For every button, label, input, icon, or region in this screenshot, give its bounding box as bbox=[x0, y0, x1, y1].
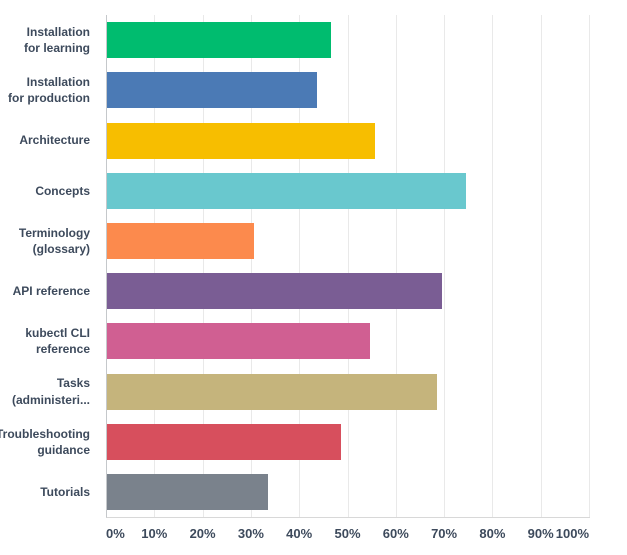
x-tick-label-60: 60% bbox=[382, 526, 409, 541]
x-tick-label-90: 90% bbox=[527, 526, 554, 541]
bar-terminology-glossary bbox=[107, 222, 254, 259]
plot-area bbox=[106, 15, 590, 518]
bar-row bbox=[107, 417, 590, 467]
gridline-50% bbox=[347, 15, 349, 517]
bar-architecture bbox=[107, 122, 376, 159]
x-tick-label-40: 40% bbox=[286, 526, 313, 541]
bar-concepts bbox=[107, 172, 466, 209]
gridline-20% bbox=[202, 15, 204, 517]
bar-row bbox=[107, 65, 590, 115]
gridline-40% bbox=[299, 15, 301, 517]
category-label-api-reference: API reference bbox=[12, 284, 90, 299]
bar-row bbox=[107, 15, 590, 65]
category-label-kubectl-cli-reference: kubectl CLI reference bbox=[25, 326, 90, 357]
bar-installation-for-learning bbox=[107, 22, 332, 59]
category-label-installation-for-learning: Installation for learning bbox=[23, 24, 90, 56]
bar-row bbox=[107, 467, 590, 517]
bar-tasks-administeri bbox=[107, 373, 437, 410]
gridline-70% bbox=[444, 15, 446, 517]
bar-row bbox=[107, 115, 590, 165]
category-label-installation-for-production: Installation for production bbox=[8, 75, 90, 106]
bar-tutorials bbox=[107, 473, 268, 510]
bar-row bbox=[107, 366, 590, 416]
x-tick-label-30: 30% bbox=[237, 526, 264, 541]
gridline-60% bbox=[395, 15, 397, 517]
bar-row bbox=[107, 316, 590, 366]
bar-installation-for-production bbox=[107, 72, 318, 109]
bar-row bbox=[107, 216, 590, 266]
bar-api-reference bbox=[107, 273, 443, 310]
category-label-troubleshooting-guidance: Troubleshooting guidance bbox=[0, 426, 90, 457]
gridline-100% bbox=[589, 15, 590, 517]
gridline-10% bbox=[154, 15, 156, 517]
x-tick-label-50: 50% bbox=[334, 526, 361, 541]
gridline-90% bbox=[540, 15, 542, 517]
x-tick-label-100: 100% bbox=[555, 526, 589, 541]
bar-row bbox=[107, 266, 590, 316]
x-tick-label-80: 80% bbox=[479, 526, 506, 541]
category-label-terminology-glossary: Terminology (glossary) bbox=[18, 225, 90, 256]
x-tick-label-10: 10% bbox=[141, 526, 168, 541]
gridline-80% bbox=[492, 15, 494, 517]
category-label-concepts: Concepts bbox=[35, 183, 90, 198]
category-label-tasks-administeri: Tasks (administeri... bbox=[11, 376, 90, 407]
category-label-tutorials: Tutorials bbox=[40, 484, 90, 499]
gridline-30% bbox=[250, 15, 252, 517]
x-tick-label-20: 20% bbox=[189, 526, 216, 541]
x-tick-label-70: 70% bbox=[431, 526, 458, 541]
percent-axis-labels: 0% 10% 20% 30% 40% 50% 60% 70% 80% 90% 100% bbox=[106, 523, 589, 545]
bar-kubectl-cli-reference bbox=[107, 323, 370, 360]
bar-rows bbox=[107, 15, 590, 517]
bar-row bbox=[107, 166, 590, 216]
category-axis-labels: Installation for learning Installation fo… bbox=[0, 15, 98, 517]
x-tick-label-0: 0% bbox=[106, 526, 125, 541]
category-label-architecture: Architecture bbox=[19, 133, 90, 148]
bar-troubleshooting-guidance bbox=[107, 423, 341, 460]
